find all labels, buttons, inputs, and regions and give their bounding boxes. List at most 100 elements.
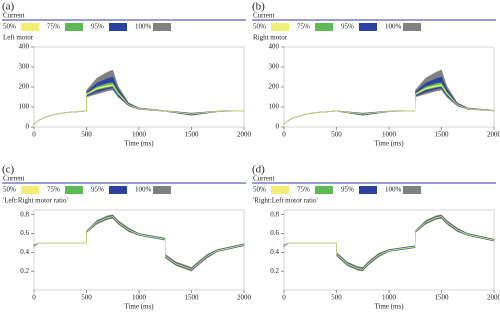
panel-header: Current [253, 175, 274, 183]
fan-band [283, 216, 495, 270]
y-tick-label: 200 [19, 83, 30, 91]
y-tick-label: 100 [19, 103, 30, 111]
legend-swatch [153, 23, 171, 31]
legend-label: 50% [253, 186, 266, 194]
y-tick-label: 0.2 [20, 267, 29, 275]
panel-header: Current [253, 12, 274, 20]
legend-swatch [65, 186, 83, 194]
x-axis-label: Time (ms) [374, 140, 404, 148]
fan-band [283, 69, 495, 125]
panel-header: Current [3, 12, 24, 20]
legend-label: 95% [341, 186, 354, 194]
x-tick-label: 0 [282, 131, 286, 139]
y-tick-label: 0.6 [270, 229, 279, 237]
legend-swatch [21, 23, 39, 31]
plot-frame [283, 46, 495, 128]
y-tick-label: 0.2 [270, 267, 279, 275]
legend-label: 50% [253, 23, 266, 31]
legend-label: 75% [47, 186, 60, 194]
y-tick-label: 0.8 [20, 210, 29, 218]
panel-label: (a) [2, 1, 15, 13]
fan-band [283, 215, 495, 271]
legend-swatch [315, 186, 333, 194]
x-tick-label: 0 [282, 294, 286, 302]
y-tick-label: 200 [269, 83, 280, 91]
x-tick-label: 2000 [487, 131, 500, 139]
y-tick-label: 0 [276, 123, 280, 131]
panel-label: (b) [252, 1, 265, 13]
legend-swatch [109, 186, 127, 194]
x-tick-label: 1000 [382, 131, 397, 139]
legend-swatch [403, 186, 421, 194]
y-tick-label: 100 [269, 103, 280, 111]
panel-label: (d) [252, 164, 265, 176]
fan-band [283, 84, 495, 125]
x-tick-label: 0 [32, 294, 36, 302]
x-axis-label: Time (ms) [124, 140, 154, 148]
fan-band [33, 69, 245, 125]
x-tick-label: 500 [331, 294, 342, 302]
legend-swatch [21, 186, 39, 194]
panel-label: (c) [2, 164, 15, 176]
legend-swatch [403, 23, 421, 31]
x-tick-label: 2000 [237, 294, 252, 302]
legend-label: 100% [135, 186, 152, 194]
legend-label: 50% [3, 186, 16, 194]
legend-label: 75% [47, 23, 60, 31]
x-tick-label: 500 [81, 131, 92, 139]
panel-subtitle: 'Right:Left motor ratio' [253, 197, 318, 205]
y-tick-label: 0.8 [270, 210, 279, 218]
x-tick-label: 500 [81, 294, 92, 302]
legend-label: 95% [341, 23, 354, 31]
plot-frame [33, 46, 245, 128]
legend-label: 95% [91, 186, 104, 194]
x-tick-label: 2000 [237, 131, 252, 139]
x-tick-label: 0 [32, 131, 36, 139]
x-tick-label: 1500 [185, 131, 200, 139]
legend-swatch [271, 186, 289, 194]
fan-band [33, 215, 245, 271]
y-tick-label: 400 [19, 43, 30, 51]
y-tick-label: 300 [269, 63, 280, 71]
fan-band [33, 215, 245, 270]
panel-subtitle: Right motor [253, 34, 288, 42]
legend-swatch [359, 23, 377, 31]
x-tick-label: 1500 [435, 131, 450, 139]
y-tick-label: 0 [26, 123, 30, 131]
legend-swatch [65, 23, 83, 31]
y-tick-label: 0.4 [270, 248, 279, 256]
x-tick-label: 500 [331, 131, 342, 139]
legend-label: 100% [385, 23, 402, 31]
y-tick-label: 400 [269, 43, 280, 51]
fan-band [33, 216, 245, 270]
fan-band [283, 215, 495, 270]
legend-label: 75% [297, 186, 310, 194]
fan-band [283, 76, 495, 125]
legend-swatch [315, 23, 333, 31]
y-tick-label: 0.4 [20, 248, 29, 256]
plot-frame [33, 209, 245, 291]
legend-swatch [271, 23, 289, 31]
fan-band [283, 82, 495, 125]
y-tick-label: 300 [19, 63, 30, 71]
legend-label: 100% [385, 186, 402, 194]
x-tick-label: 1500 [435, 294, 450, 302]
legend-label: 100% [135, 23, 152, 31]
legend-label: 75% [297, 23, 310, 31]
panel-subtitle: Left motor [3, 34, 34, 42]
x-tick-label: 2000 [487, 294, 500, 302]
legend-label: 50% [3, 23, 16, 31]
fan-band [33, 76, 245, 125]
legend-label: 95% [91, 23, 104, 31]
x-axis-label: Time (ms) [124, 303, 154, 311]
panel-subtitle: 'Left:Right motor ratio' [3, 197, 68, 205]
fan-band [33, 84, 245, 125]
panel-header: Current [3, 175, 24, 183]
legend-swatch [109, 23, 127, 31]
legend-swatch [359, 186, 377, 194]
x-axis-label: Time (ms) [374, 303, 404, 311]
x-tick-label: 1000 [382, 294, 397, 302]
legend-swatch [153, 186, 171, 194]
x-tick-label: 1500 [185, 294, 200, 302]
